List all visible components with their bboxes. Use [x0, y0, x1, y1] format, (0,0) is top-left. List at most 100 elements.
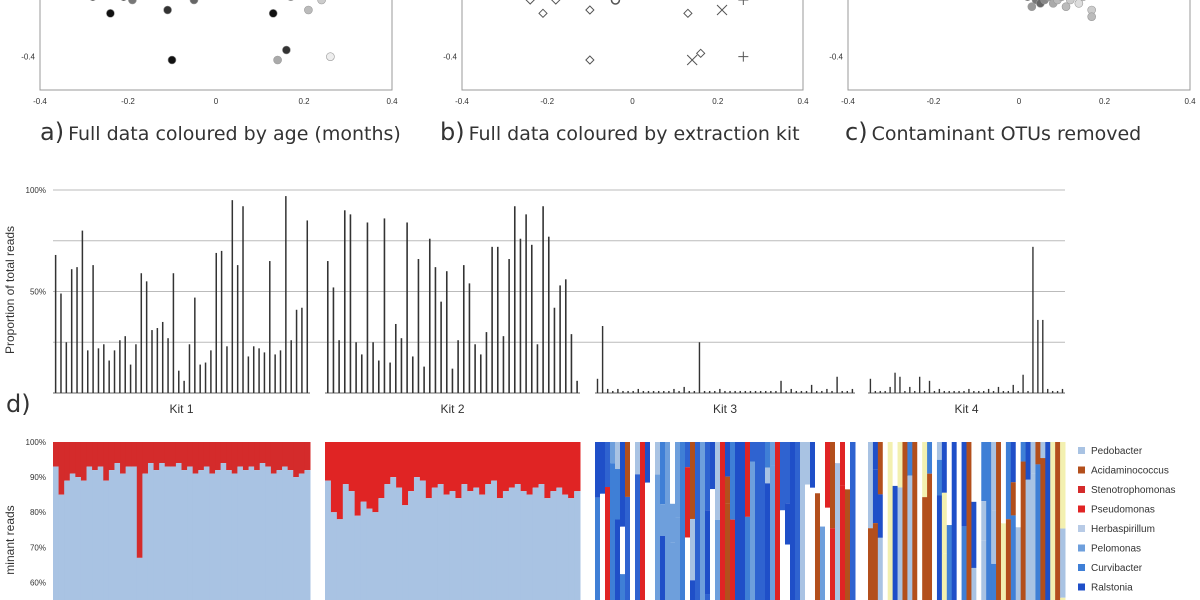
bar: [54, 254, 57, 393]
stacked-segment: [1010, 515, 1017, 600]
stacked-segment: [785, 503, 791, 545]
stacked-segment: [408, 442, 415, 492]
plot-frame: [847, 0, 1191, 91]
legend-label: Acidaminococcus: [1091, 466, 1169, 477]
stacked-segment: [568, 498, 575, 600]
bar: [113, 350, 116, 393]
stacked-segment: [605, 442, 611, 488]
x-tick-label: -0.2: [540, 97, 554, 106]
stacked-segment: [92, 470, 99, 600]
stacked-segment: [971, 567, 977, 600]
stacked-segment: [770, 442, 776, 466]
data-point: [163, 5, 172, 15]
stacked-segment: [690, 580, 696, 600]
stacked-segment: [220, 463, 227, 600]
stacked-segment: [936, 442, 943, 460]
stacked-segment: [532, 442, 539, 488]
y-tick-label: -0.4: [443, 53, 457, 62]
stacked-segment: [544, 442, 551, 499]
stacked-segment: [951, 442, 958, 600]
legend-swatch: [1078, 505, 1085, 513]
stacked-segment: [237, 442, 244, 467]
bar: [841, 390, 843, 393]
stacked-bar-panel-e: 100% 90% 80% 70% 60% minant reads: [3, 438, 1066, 600]
stacked-segment: [276, 470, 283, 600]
bar: [948, 390, 950, 393]
bar: [383, 218, 386, 393]
x-tick-label: -0.2: [927, 97, 941, 106]
bar: [889, 386, 891, 393]
stacked-segment: [508, 487, 516, 600]
stacked-segment: [485, 484, 492, 600]
x-tick-label: 0.4: [1184, 97, 1196, 106]
panel-b-caption: b) Full data coloured by extraction kit: [440, 118, 800, 146]
plot-frame: [39, 0, 393, 91]
bar: [770, 390, 772, 393]
stacked-segment: [467, 442, 474, 492]
data-point: [1087, 12, 1096, 21]
stacked-segment: [170, 442, 177, 467]
stacked-segment: [203, 466, 210, 600]
stacked-segment: [790, 442, 796, 600]
bar: [1051, 390, 1054, 393]
stacked-segment: [976, 442, 982, 600]
bar: [775, 390, 777, 393]
bar: [536, 344, 539, 393]
legend-swatch: [1078, 466, 1085, 474]
stacked-segment: [805, 442, 811, 485]
bar: [851, 388, 854, 393]
bar: [462, 265, 465, 393]
stacked-segment: [402, 442, 409, 506]
stacked-segment: [437, 442, 445, 485]
stacked-segment: [810, 487, 816, 600]
stacked-segment: [956, 442, 963, 600]
stacked-segment: [600, 442, 606, 494]
stacked-segment: [1020, 442, 1027, 462]
stacked-segment: [872, 523, 879, 600]
stacked-segment: [265, 442, 272, 467]
stacked-segment: [136, 557, 143, 600]
stacked-segment: [80, 480, 88, 600]
stacked-segment: [215, 442, 222, 471]
data-point: [585, 5, 595, 15]
stacked-segment: [1060, 528, 1066, 598]
stacked-segment: [835, 463, 841, 600]
bar: [846, 390, 849, 393]
kit-label: Kit 3: [713, 402, 737, 416]
bar: [474, 344, 476, 393]
bar: [97, 348, 100, 393]
stacked-segment: [53, 466, 60, 600]
bar: [683, 386, 685, 393]
stacked-segment: [496, 498, 504, 600]
bar: [119, 340, 121, 393]
bar: [559, 285, 561, 393]
stacked-segment: [981, 442, 987, 502]
stacked-segment: [845, 442, 851, 490]
bar: [647, 390, 650, 393]
legend-swatch: [1078, 447, 1085, 454]
stacked-segment: [630, 442, 636, 600]
bar: [519, 238, 522, 393]
stacked-segment: [455, 442, 462, 499]
stacked-segment: [287, 470, 294, 600]
stacked-segment: [120, 442, 127, 474]
stacked-segment: [131, 466, 138, 600]
stacked-segment: [304, 442, 311, 471]
bar: [637, 388, 639, 393]
data-point: [1066, 0, 1075, 5]
data-point: [551, 0, 561, 5]
bar: [400, 338, 403, 393]
stacked-segment: [461, 442, 468, 485]
bar: [349, 214, 352, 393]
stacked-segment: [215, 470, 222, 600]
stacked-segment: [496, 442, 504, 499]
bar: [145, 281, 148, 393]
stacked-segment: [765, 483, 771, 600]
stacked-segment: [877, 442, 884, 495]
stacked-segment: [1035, 464, 1041, 600]
legend-label: Stenotrophomonas: [1091, 485, 1176, 496]
stacked-segment: [408, 491, 415, 600]
stacked-segment: [455, 498, 462, 600]
bar: [263, 352, 266, 393]
stacked-segment: [443, 442, 451, 495]
